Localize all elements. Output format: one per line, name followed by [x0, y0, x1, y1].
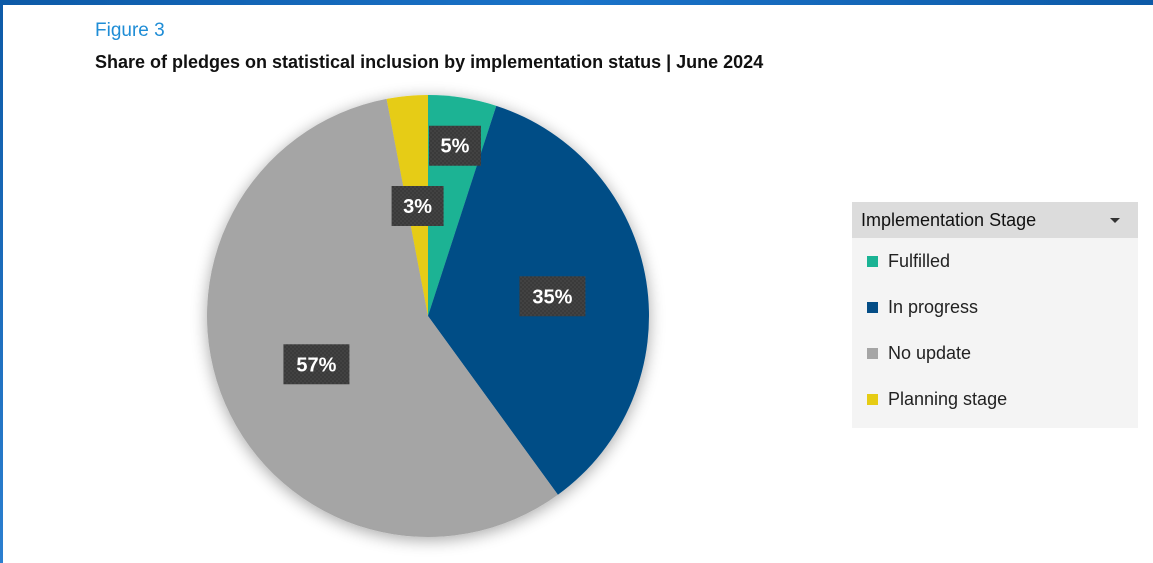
legend-swatch-fulfilled: [867, 256, 878, 267]
figure-label: Figure 3: [95, 20, 165, 41]
data-label-in-progress: 35%: [532, 286, 572, 308]
legend-swatch-planning-stage: [867, 394, 878, 405]
data-label-planning-stage: 3%: [403, 196, 432, 218]
legend-item-fulfilled[interactable]: Fulfilled: [852, 238, 1138, 284]
pie-slice-no-update: [206, 98, 558, 537]
legend: Implementation Stage Fulfilled In progres…: [852, 202, 1138, 428]
legend-header-label: Implementation Stage: [861, 210, 1037, 230]
legend-item-in-progress[interactable]: In progress: [852, 284, 1138, 330]
data-label-box-fulfilled: [428, 125, 481, 166]
legend-label-planning-stage: Planning stage: [888, 389, 1008, 409]
data-label-no-update: 57%: [296, 354, 336, 376]
legend-label-in-progress: In progress: [888, 297, 979, 317]
pie-data-labels: 5% 35% 57% 3%: [283, 125, 586, 385]
top-accent-bar: [0, 0, 1153, 5]
data-label-box-in-progress: [519, 276, 586, 317]
legend-item-planning-stage[interactable]: Planning stage: [852, 376, 1138, 422]
legend-items: Fulfilled In progress No update Planning st…: [852, 238, 1138, 422]
left-accent-edge: [0, 0, 3, 563]
legend-item-no-update[interactable]: No update: [852, 330, 1138, 376]
legend-swatch-no-update: [867, 348, 878, 359]
legend-swatch-in-progress: [867, 302, 878, 313]
chart-title: Share of pledges on statistical inclusio…: [95, 52, 764, 72]
legend-header[interactable]: Implementation Stage: [852, 202, 1138, 238]
legend-label-no-update: No update: [888, 343, 972, 363]
data-label-box-planning-stage: [391, 185, 444, 226]
data-label-fulfilled: 5%: [441, 136, 470, 158]
legend-label-fulfilled: Fulfilled: [888, 251, 951, 271]
dropdown-arrow-icon[interactable]: [1110, 218, 1120, 223]
data-label-box-no-update: [283, 344, 350, 385]
